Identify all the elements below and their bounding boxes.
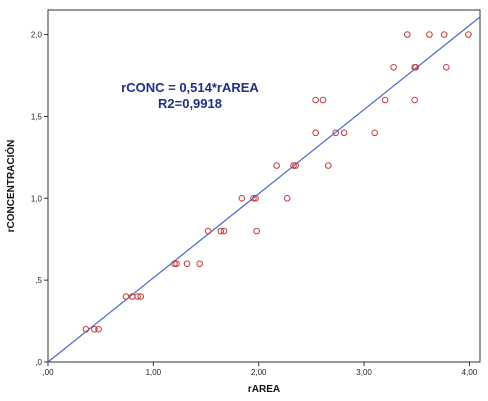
data-point — [273, 162, 280, 169]
data-point — [371, 129, 378, 137]
x-tick-label: ,00 — [42, 368, 54, 377]
data-point — [122, 293, 130, 300]
data-point — [91, 325, 98, 333]
data-point — [196, 260, 204, 268]
data-point — [137, 293, 145, 300]
y-tick-label: 2,0 — [31, 31, 43, 40]
x-tick-label: 3,00 — [356, 368, 372, 377]
annotation-equation: rCONC = 0,514*rAREA — [121, 80, 259, 95]
regression-line-group — [47, 16, 481, 363]
x-axis-ticks: ,00 1,00 2,00 3,00 4,00 — [42, 362, 478, 377]
data-point — [332, 129, 339, 137]
data-point — [440, 31, 448, 38]
data-point — [204, 227, 212, 235]
data-point — [217, 227, 225, 235]
data-point — [290, 162, 297, 169]
plot-area — [47, 9, 481, 363]
y-tick-label: ,0 — [35, 358, 42, 367]
regression-line — [47, 16, 481, 363]
data-point — [312, 129, 319, 137]
data-point — [252, 194, 259, 202]
data-point — [95, 325, 102, 333]
y-tick-label: 1,0 — [31, 194, 43, 203]
annotation-r-squared: R2=0,9918 — [158, 96, 222, 111]
data-point — [253, 227, 260, 235]
data-point — [412, 64, 420, 71]
y-tick-label: 1,5 — [31, 112, 43, 121]
data-point — [403, 31, 411, 38]
data-point — [426, 31, 433, 38]
data-point — [312, 96, 319, 104]
data-point — [442, 64, 450, 71]
x-tick-label: 4,00 — [462, 368, 478, 377]
data-point — [250, 194, 257, 202]
data-point — [134, 293, 141, 300]
data-point — [238, 194, 246, 202]
data-point — [171, 260, 178, 268]
data-point — [340, 129, 348, 137]
data-point — [381, 96, 389, 104]
data-point — [292, 162, 299, 169]
x-axis-title: rAREA — [248, 384, 280, 395]
data-point — [283, 194, 291, 202]
y-axis-ticks: ,0 ,5 1,0 1,5 2,0 — [31, 31, 48, 367]
data-point — [220, 227, 228, 235]
data-points — [82, 31, 472, 333]
y-axis-title: rCONCENTRACIÓN — [4, 140, 17, 233]
data-point — [390, 64, 397, 71]
data-point — [183, 260, 191, 268]
data-point — [324, 162, 332, 169]
data-point — [465, 31, 472, 38]
data-point — [173, 260, 180, 268]
x-tick-label: 2,00 — [251, 368, 267, 377]
data-point — [319, 96, 327, 104]
data-point — [411, 96, 418, 104]
data-point — [82, 325, 90, 333]
y-tick-label: ,5 — [35, 276, 42, 285]
x-tick-label: 1,00 — [146, 368, 162, 377]
